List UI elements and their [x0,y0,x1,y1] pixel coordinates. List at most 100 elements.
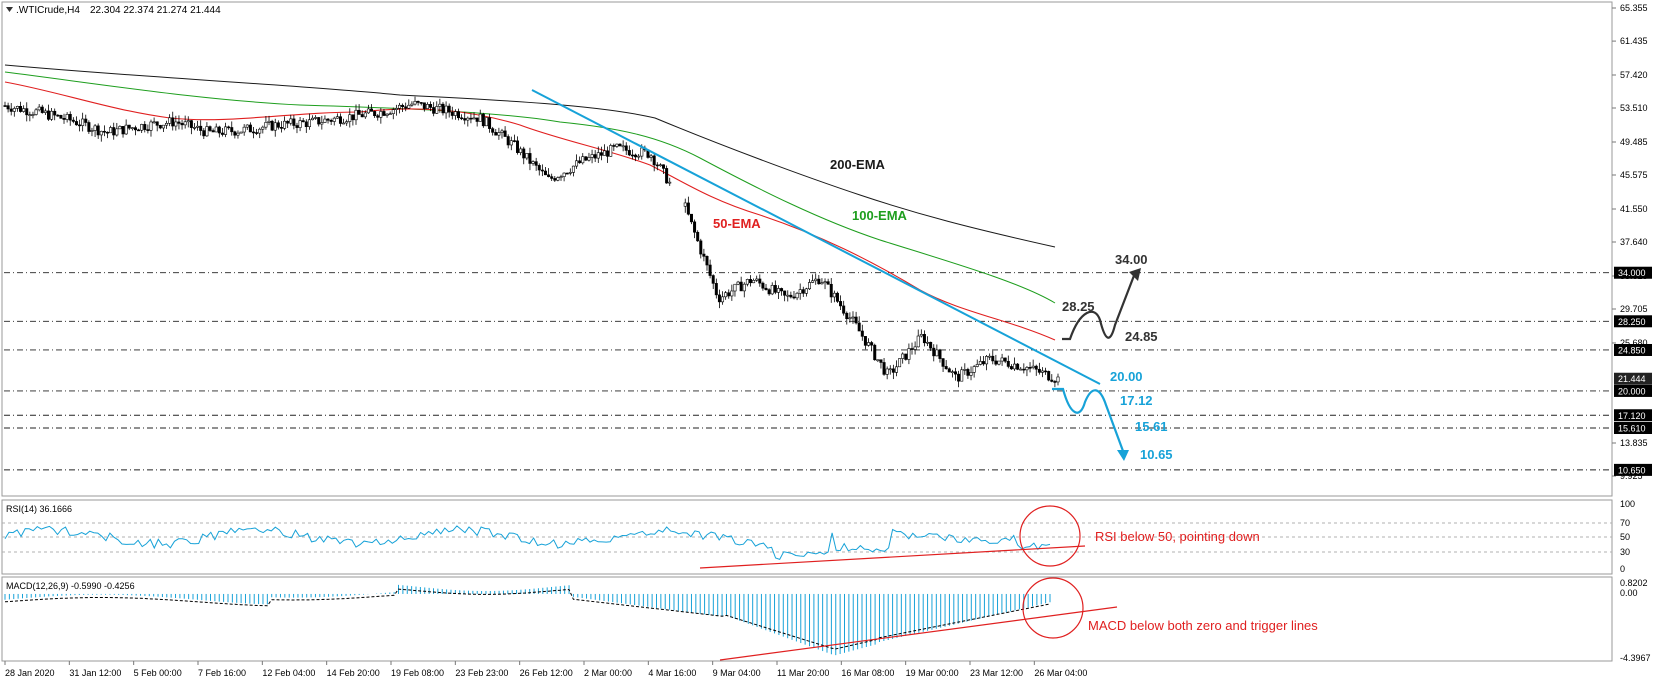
candle-body [432,107,436,114]
candle-body [1009,366,1013,370]
candle-body [174,121,178,127]
candle-body [96,125,100,136]
bullish-scenario-arrow: 34.00 28.25 24.85 [1062,252,1158,344]
candlestick-series [3,96,1060,388]
dropdown-triangle-icon[interactable] [6,7,13,12]
candle-body [53,110,57,116]
candle-body [450,111,454,116]
candle-body [466,117,470,121]
level-tag [1614,422,1652,435]
candle-body [686,202,690,215]
level-tag [1614,409,1652,422]
candle-body [612,145,616,147]
candle-body [898,358,902,368]
candle-body [171,117,175,127]
candle-body [972,366,976,373]
candle-body [814,278,818,282]
candle-body [345,121,349,124]
candle-body [916,335,920,348]
candle-body [876,359,880,362]
candle-body [755,278,759,281]
candle-body [267,120,271,123]
candle-body [273,122,277,131]
ohlc-readout: 22.304 22.374 21.274 21.444 [90,5,221,16]
candle-body [991,355,995,362]
candle-body [106,131,110,134]
candle-body [469,117,473,120]
candle-body [1013,363,1017,370]
candle-body [192,127,196,129]
candle-body [851,316,855,319]
candle-body [767,289,771,295]
resistance-1-label: 28.25 [1062,299,1095,314]
support-3-label: 15.61 [1135,419,1168,434]
candle-body [795,292,799,299]
candle-body [283,120,287,129]
price-tick-label: 65.355 [1620,3,1648,13]
candle-body [733,283,737,292]
macd-tick-min: -4.3967 [1620,653,1651,663]
candle-body [963,369,967,371]
candle-body [1056,376,1060,383]
candle-body [19,106,23,112]
candle-body [161,124,165,129]
candle-body [370,108,374,112]
candle-body [665,168,669,184]
candle-body [953,371,957,375]
candle-body [233,131,237,136]
candle-body [31,114,35,116]
candle-body [224,126,228,135]
candle-body [460,117,464,120]
candle-body [15,106,19,109]
candle-body [584,156,588,161]
time-tick-label: 23 Feb 23:00 [455,668,508,678]
candle-body [65,114,69,120]
candle-body [705,256,709,266]
candle-body [419,102,423,104]
candle-body [435,106,439,114]
macd-note: MACD below both zero and trigger lines [1088,618,1318,633]
candle-body [397,104,401,109]
candle-body [34,109,38,115]
rsi-tick-0: 0 [1620,564,1625,574]
ema100-label: 100-EMA [852,208,908,223]
candle-body [230,127,234,133]
candle-body [599,152,603,156]
candle-body [994,360,998,365]
rsi-tick-100: 100 [1620,499,1635,509]
candle-body [1003,357,1007,362]
candle-body [981,361,985,365]
candle-body [941,358,945,367]
candle-body [575,160,579,167]
candle-body [842,305,846,314]
support-2-label: 17.12 [1120,393,1153,408]
candle-body [152,121,156,124]
candle-body [658,164,662,167]
candle-body [491,128,495,133]
candle-body [689,213,693,223]
candle-body [736,281,740,285]
candle-body [385,113,389,116]
candle-body [929,341,933,349]
candle-body [245,124,249,128]
rsi-tick-30: 30 [1620,547,1630,557]
candle-body [472,117,476,120]
candle-body [444,105,448,114]
candle-body [711,275,715,284]
candle-body [721,296,725,303]
macd-support-line [719,606,1118,661]
candle-body [6,105,10,110]
candle-body [348,114,352,122]
candle-body [87,122,91,132]
candle-body [137,129,141,132]
chart-header: .WTICrude,H4 22.304 22.374 21.274 21.444 [6,5,221,16]
candle-body [121,126,125,135]
candle-body [618,143,622,147]
candle-body [1022,368,1026,371]
candle-body [168,117,172,124]
level-tag [1614,315,1652,328]
candle-body [935,349,939,357]
candle-body [764,287,768,290]
arrow-down-icon [1117,450,1129,461]
